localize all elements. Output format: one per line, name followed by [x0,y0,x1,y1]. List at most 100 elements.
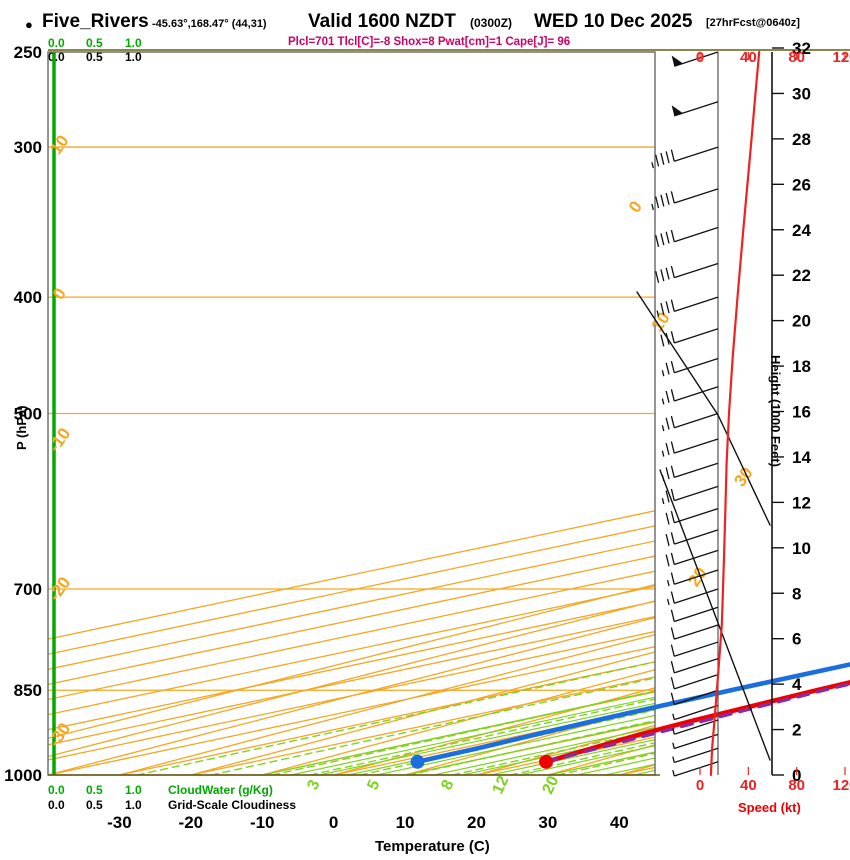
isotherm-label-left-10: 10 [46,132,72,158]
barb-half [656,310,660,317]
dry-adiabat--30 [118,633,655,775]
barb-full [660,233,665,246]
cloudwater-tick-0: 0.0 [48,36,65,50]
barb-full [660,334,665,347]
barb-shaft [674,101,719,117]
wind-barb [665,529,719,546]
barb-full [665,512,670,525]
speed-tick-bottom-0: 0 [696,777,704,794]
mixing-ratio-label-5: 5 [364,777,383,792]
barb-full [670,299,675,312]
barb-full [670,149,675,162]
forecast-tag: [27hrFcst@0640z] [706,17,800,29]
cloudwater-tick-1: 0.5 [86,36,103,50]
temperature-tick-30: 30 [538,813,557,832]
barb-half [666,598,670,606]
barb-full [670,389,675,402]
barb-shaft [674,188,719,204]
mixing-ratio-label-20: 20 [539,773,562,796]
wind-barb [655,226,719,247]
dry-adiabat--50 [48,600,655,758]
barb-shaft [674,438,719,454]
temperature-tick--10: -10 [250,813,275,832]
barb-full [660,302,665,315]
barb-shaft [674,641,719,657]
barb-full [670,331,675,344]
barb-shaft [674,747,719,764]
barb-full [665,443,670,456]
wind-barb [661,412,719,432]
isotherm--50 [48,630,655,761]
barb-shaft [674,51,719,67]
mixing-ratio-30 [557,752,655,775]
isotherm-label-left--20: -20 [45,573,75,604]
isotherm--60 [48,615,655,746]
barb-shaft [674,529,719,545]
cloudwater-axis-label: CloudWater (g/Kg) [168,783,273,797]
height-tick-label-14: 14 [792,448,811,467]
dry-adiabat--40 [48,616,655,775]
temperature-tick-40: 40 [610,813,629,832]
barb-half [661,398,665,405]
height-tick-label-12: 12 [792,493,811,512]
moist-adiabat-22 [490,739,655,775]
barb-full [665,301,670,314]
barb-guide-upper [636,291,719,416]
isotherm-label-left-0: 0 [49,285,70,304]
moist-adiabat-14 [433,726,655,775]
cloudwater-bottom-tick-0: 0.0 [48,783,65,797]
barb-full [670,572,675,585]
stability-stats: Plcl=701 Tlcl[C]=-8 Shox=8 Pwat[cm]=1 Ca… [288,36,571,48]
isotherm-10 [404,721,655,775]
moist-adiabat-26 [518,745,655,775]
barb-half [651,162,654,169]
barb-full [670,609,675,622]
wind-barb [665,507,719,525]
speed-tick-top-40: 40 [740,49,757,66]
moist-adiabat-38 [604,763,655,775]
barb-full [660,269,665,282]
speed-profile-line [709,50,761,777]
barb-pennant [671,55,683,67]
isotherm--110 [48,540,655,670]
valid-date: WED 10 Dec 2025 [534,11,693,32]
barb-full [655,270,660,283]
height-tick-label-4: 4 [792,675,802,694]
height-tick-label-6: 6 [792,630,801,649]
isotherm--20 [190,676,655,775]
mixing-ratio-8 [408,719,655,775]
mixing-ratio-label-3: 3 [304,777,323,792]
height-tick-label-8: 8 [792,584,801,603]
pressure-tick-250: 250 [14,43,42,62]
barb-full [670,644,675,657]
cloudiness-bottom-tick-0: 0.0 [48,798,65,812]
barb-shaft [674,704,719,721]
barb-shaft [674,386,719,402]
barb-shaft [674,507,719,524]
wind-barb [666,569,719,587]
wind-barb [666,588,719,606]
barb-full [655,154,660,167]
barb-full [670,677,675,690]
barb-shaft [674,412,719,429]
surface-dewpoint-marker [410,754,425,769]
barb-full [670,465,675,478]
barb-guide-slant [659,469,771,761]
barb-half [661,370,665,377]
wind-barb [661,438,719,457]
height-tick-label-18: 18 [792,357,811,376]
temperature-axis-label: Temperature (C) [375,838,490,855]
isotherm-label-left--30: -30 [45,719,75,750]
mixing-ratio-2 [271,690,655,775]
wind-barb [660,328,719,347]
pressure-tick-300: 300 [14,138,42,157]
barb-half [651,203,654,210]
barb-full [665,554,670,567]
barb-shaft [674,357,719,374]
barb-shaft [674,719,719,735]
wind-barb [672,704,719,721]
barb-full [665,362,670,375]
speed-tick-bottom-120: 120 [832,777,850,794]
height-tick-label-30: 30 [792,84,811,103]
isotherm-label-right-10: 10 [647,309,673,335]
